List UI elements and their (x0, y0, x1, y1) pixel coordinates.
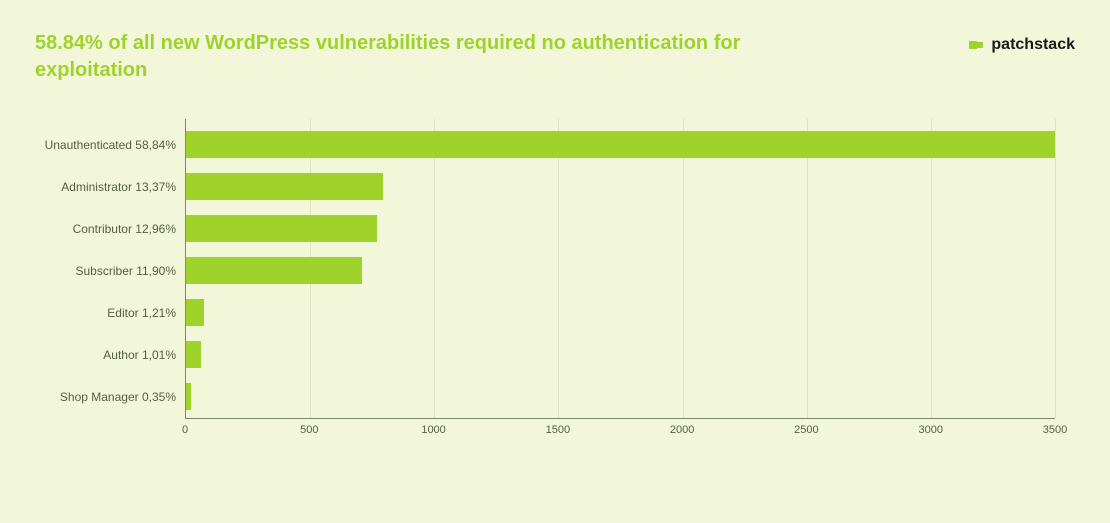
bar-row: Editor 1,21% (186, 299, 204, 326)
header: 58.84% of all new WordPress vulnerabilit… (35, 30, 1075, 84)
x-tick-label: 3000 (918, 424, 942, 436)
grid-line (434, 119, 435, 418)
bar-row: Contributor 12,96% (186, 215, 377, 242)
bar-label: Author 1,01% (103, 348, 186, 362)
bar-label: Unauthenticated 58,84% (45, 138, 186, 152)
bar (186, 131, 1055, 158)
bar-label: Subscriber 11,90% (76, 264, 187, 278)
bar-label: Contributor 12,96% (73, 222, 186, 236)
bar-row: Subscriber 11,90% (186, 257, 362, 284)
bar (186, 257, 362, 284)
bar-row: Author 1,01% (186, 341, 201, 368)
x-tick-label: 3500 (1043, 424, 1067, 436)
grid-line (558, 119, 559, 418)
brand: patchstack (969, 36, 1075, 54)
x-tick-label: 500 (300, 424, 318, 436)
grid-line (1055, 119, 1056, 418)
chart-title: 58.84% of all new WordPress vulnerabilit… (35, 30, 785, 84)
grid-line (683, 119, 684, 418)
x-tick-label: 1000 (421, 424, 445, 436)
patchstack-logo-icon (969, 41, 983, 49)
bar-label: Administrator 13,37% (61, 180, 186, 194)
bar (186, 341, 201, 368)
x-tick-label: 2500 (794, 424, 818, 436)
bar (186, 215, 377, 242)
bar (186, 173, 383, 200)
x-axis: 0500100015002000250030003500 (185, 424, 1055, 444)
x-tick-label: 1500 (546, 424, 570, 436)
bar-row: Unauthenticated 58,84% (186, 131, 1055, 158)
grid-line (931, 119, 932, 418)
bar-label: Editor 1,21% (107, 306, 186, 320)
bar-label: Shop Manager 0,35% (60, 390, 186, 404)
bar-row: Administrator 13,37% (186, 173, 383, 200)
bar (186, 299, 204, 326)
x-tick-label: 0 (182, 424, 188, 436)
chart-plot-wrapper: Unauthenticated 58,84% Administrator 13,3… (185, 119, 1055, 444)
bar (186, 383, 191, 410)
bar-row: Shop Manager 0,35% (186, 383, 191, 410)
grid-line (807, 119, 808, 418)
chart-container: 58.84% of all new WordPress vulnerabilit… (0, 0, 1110, 523)
plot-area: Unauthenticated 58,84% Administrator 13,3… (185, 119, 1055, 419)
x-tick-label: 2000 (670, 424, 694, 436)
brand-name: patchstack (991, 36, 1075, 54)
